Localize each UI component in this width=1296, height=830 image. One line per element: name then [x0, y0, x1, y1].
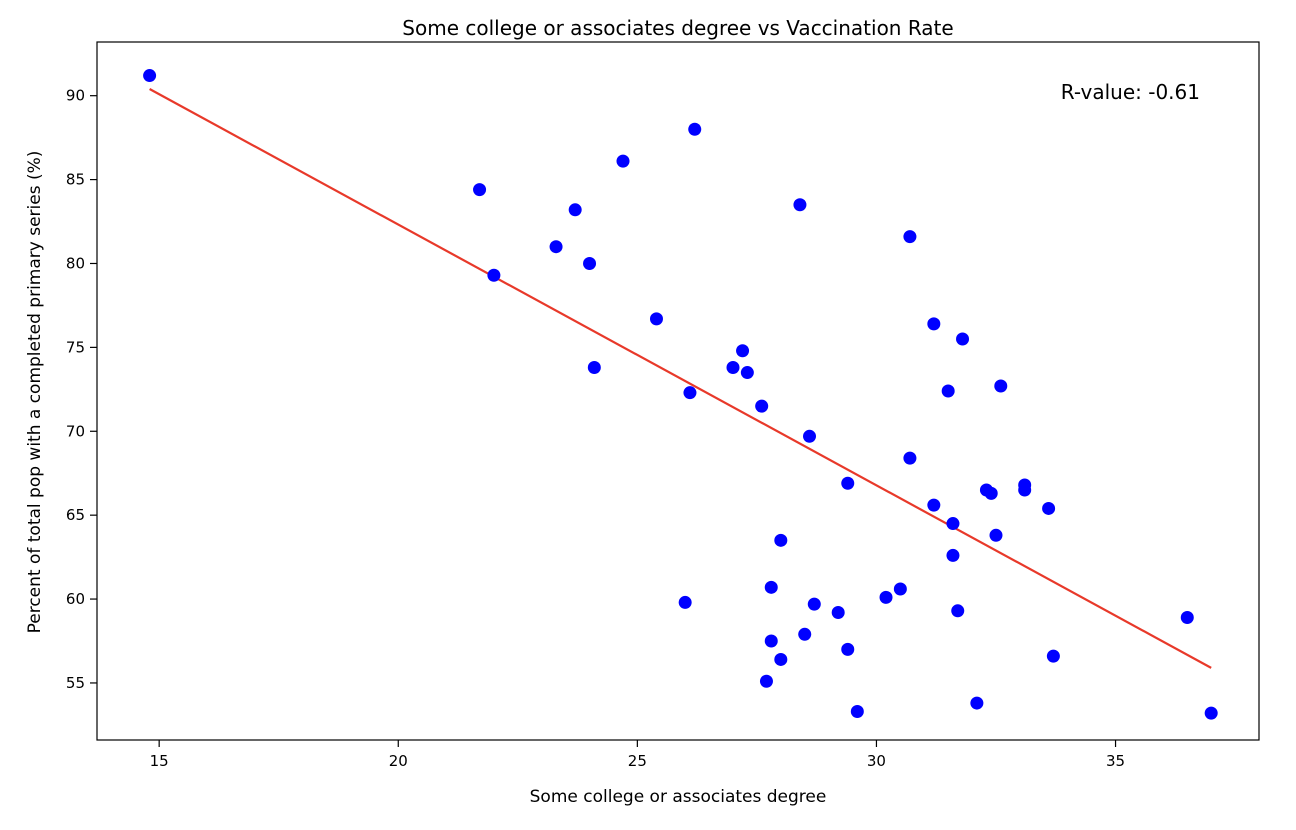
y-tick-label: 55 — [66, 674, 85, 692]
y-tick-label: 70 — [66, 422, 85, 440]
data-point — [994, 379, 1008, 393]
data-point — [764, 580, 778, 594]
data-point — [583, 256, 597, 270]
data-point — [956, 332, 970, 346]
data-point — [841, 642, 855, 656]
data-point — [798, 627, 812, 641]
data-point — [803, 429, 817, 443]
data-point — [984, 486, 998, 500]
data-point — [143, 69, 157, 83]
data-point — [549, 240, 563, 254]
data-point — [774, 652, 788, 666]
data-point — [1042, 501, 1056, 515]
plot-area: 15 20 25 30 35 55 60 65 70 75 80 85 90 — [66, 41, 1260, 770]
data-point — [755, 399, 769, 413]
y-tick-label: 65 — [66, 506, 85, 524]
x-tick-label: 25 — [628, 752, 647, 770]
data-point — [989, 528, 1003, 542]
data-point — [568, 203, 582, 217]
data-point — [473, 183, 487, 197]
data-point — [946, 517, 960, 531]
data-point — [793, 198, 807, 212]
data-point — [1180, 611, 1194, 625]
data-point — [941, 384, 955, 398]
data-point — [1046, 649, 1060, 663]
x-tick-label: 30 — [867, 752, 886, 770]
regression-line — [149, 88, 1212, 669]
y-tick-label: 90 — [66, 87, 85, 105]
data-point — [903, 451, 917, 465]
data-point — [678, 595, 692, 609]
data-point — [587, 361, 601, 375]
y-tick-label: 75 — [66, 338, 85, 356]
r-value-annotation: R-value: -0.61 — [1061, 80, 1200, 104]
y-tick-label: 60 — [66, 590, 85, 608]
data-point — [487, 268, 501, 282]
data-point — [970, 696, 984, 710]
axes-frame — [96, 41, 1260, 741]
data-point — [946, 548, 960, 562]
data-point — [841, 476, 855, 490]
y-tick-label: 80 — [66, 254, 85, 272]
data-point — [903, 230, 917, 244]
data-point — [759, 674, 773, 688]
chart-title: Some college or associates degree vs Vac… — [402, 16, 953, 40]
x-tick-label: 15 — [150, 752, 169, 770]
data-point — [764, 634, 778, 648]
y-axis-label: Percent of total pop with a completed pr… — [25, 151, 45, 634]
data-point — [850, 704, 864, 718]
data-point — [688, 122, 702, 136]
data-point — [831, 605, 845, 619]
y-tick-label: 85 — [66, 171, 85, 189]
data-point — [927, 317, 941, 331]
data-point — [736, 344, 750, 358]
data-point — [616, 154, 630, 168]
data-point — [740, 366, 754, 380]
data-point — [774, 533, 788, 547]
data-point — [807, 597, 821, 611]
data-point — [951, 604, 965, 618]
x-axis-label: Some college or associates degree — [530, 787, 827, 807]
data-point — [927, 498, 941, 512]
x-tick-label: 20 — [389, 752, 408, 770]
x-tick-label: 35 — [1106, 752, 1125, 770]
data-point — [1018, 478, 1032, 492]
data-point — [879, 590, 893, 604]
data-point — [1204, 706, 1218, 720]
data-point — [649, 312, 663, 326]
data-point — [683, 386, 697, 400]
data-point — [726, 361, 740, 375]
data-point — [893, 582, 907, 596]
